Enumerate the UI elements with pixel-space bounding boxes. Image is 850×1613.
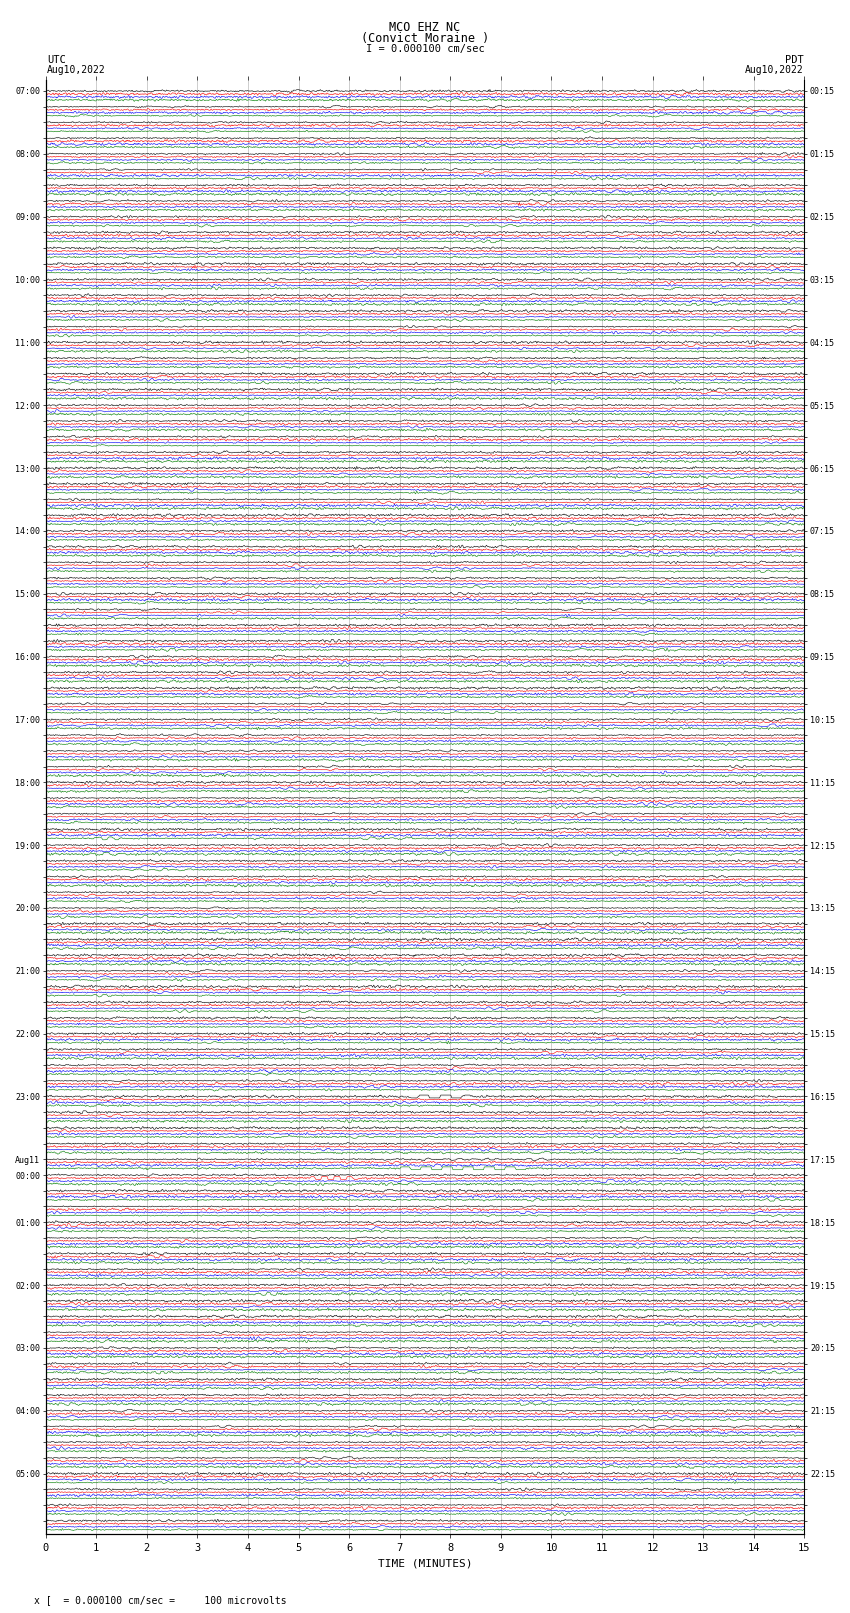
Text: (Convict Moraine ): (Convict Moraine ) [361, 32, 489, 45]
Text: x [  = 0.000100 cm/sec =     100 microvolts: x [ = 0.000100 cm/sec = 100 microvolts [34, 1595, 286, 1605]
Text: PDT: PDT [785, 55, 803, 65]
Text: UTC: UTC [47, 55, 65, 65]
Text: Aug10,2022: Aug10,2022 [745, 65, 803, 74]
Text: Aug10,2022: Aug10,2022 [47, 65, 105, 74]
Text: MCO EHZ NC: MCO EHZ NC [389, 21, 461, 34]
Text: I = 0.000100 cm/sec: I = 0.000100 cm/sec [366, 44, 484, 53]
X-axis label: TIME (MINUTES): TIME (MINUTES) [377, 1560, 473, 1569]
